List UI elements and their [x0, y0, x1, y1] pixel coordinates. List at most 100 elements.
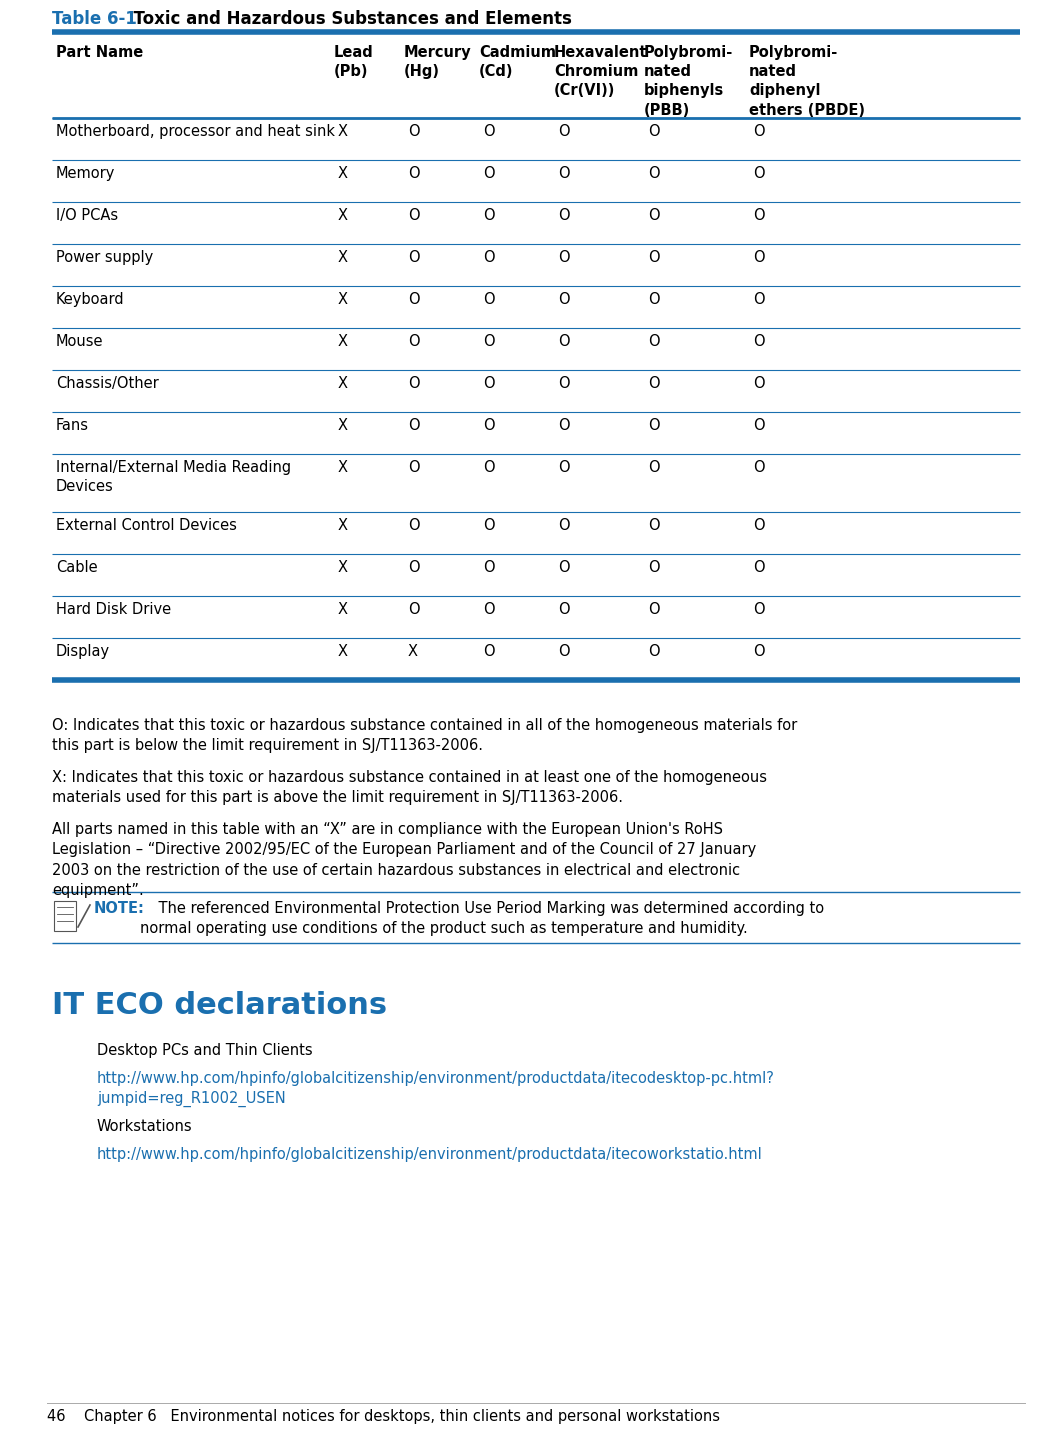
Text: O: O: [648, 166, 659, 182]
Text: X: X: [338, 293, 347, 307]
Text: O: O: [753, 293, 764, 307]
Text: External Control Devices: External Control Devices: [56, 517, 237, 533]
Text: X: X: [338, 602, 347, 617]
Text: Mouse: Mouse: [56, 334, 103, 349]
Text: X: X: [338, 644, 347, 659]
Text: O: O: [753, 602, 764, 617]
Text: O: O: [753, 334, 764, 349]
Text: O: O: [408, 166, 420, 182]
Text: O: O: [753, 517, 764, 533]
Text: O: O: [558, 249, 570, 265]
Text: NOTE:: NOTE:: [94, 901, 145, 916]
Text: Display: Display: [56, 644, 111, 659]
Text: Workstations: Workstations: [97, 1120, 193, 1134]
Text: X: X: [338, 561, 347, 575]
Text: O: O: [483, 517, 495, 533]
Text: http://www.hp.com/hpinfo/globalcitizenship/environment/productdata/itecodesktop-: http://www.hp.com/hpinfo/globalcitizensh…: [97, 1071, 775, 1107]
Text: O: O: [753, 418, 764, 432]
Text: Mercury
(Hg): Mercury (Hg): [404, 45, 472, 79]
Text: O: O: [483, 644, 495, 659]
Text: Lead
(Pb): Lead (Pb): [334, 45, 374, 79]
Text: X: X: [408, 644, 418, 659]
Text: O: O: [408, 249, 420, 265]
Text: X: X: [338, 517, 347, 533]
Text: O: O: [483, 418, 495, 432]
Text: 46    Chapter 6   Environmental notices for desktops, thin clients and personal : 46 Chapter 6 Environmental notices for d…: [47, 1409, 720, 1424]
Text: O: O: [483, 293, 495, 307]
Text: O: O: [408, 376, 420, 391]
Text: Cadmium
(Cd): Cadmium (Cd): [479, 45, 556, 79]
Text: X: X: [338, 460, 347, 476]
Text: O: O: [558, 208, 570, 223]
Text: The referenced Environmental Protection Use Period Marking was determined accord: The referenced Environmental Protection …: [140, 901, 824, 937]
Text: O: O: [408, 602, 420, 617]
Text: Internal/External Media Reading
Devices: Internal/External Media Reading Devices: [56, 460, 291, 494]
Text: O: O: [408, 293, 420, 307]
Text: X: X: [338, 166, 347, 182]
Text: X: X: [338, 208, 347, 223]
Text: O: O: [558, 517, 570, 533]
Text: O: O: [753, 249, 764, 265]
FancyBboxPatch shape: [54, 901, 76, 931]
Text: I/O PCAs: I/O PCAs: [56, 208, 118, 223]
Text: O: O: [558, 334, 570, 349]
Text: All parts named in this table with an “X” are in compliance with the European Un: All parts named in this table with an “X…: [52, 821, 756, 898]
Text: O: O: [558, 166, 570, 182]
Text: O: O: [558, 418, 570, 432]
Text: O: O: [483, 460, 495, 476]
Text: O: O: [753, 644, 764, 659]
Text: X: Indicates that this toxic or hazardous substance contained in at least one of: X: Indicates that this toxic or hazardou…: [52, 769, 767, 806]
Text: O: O: [483, 208, 495, 223]
Text: http://www.hp.com/hpinfo/globalcitizenship/environment/productdata/itecoworkstat: http://www.hp.com/hpinfo/globalcitizensh…: [97, 1147, 762, 1161]
Text: X: X: [338, 418, 347, 432]
Text: Hard Disk Drive: Hard Disk Drive: [56, 602, 172, 617]
Text: O: O: [408, 208, 420, 223]
Text: Keyboard: Keyboard: [56, 293, 124, 307]
Text: O: O: [558, 376, 570, 391]
Text: O: O: [408, 124, 420, 138]
Text: Motherboard, processor and heat sink: Motherboard, processor and heat sink: [56, 124, 335, 138]
Text: O: O: [648, 460, 659, 476]
Text: O: O: [483, 561, 495, 575]
Text: Hexavalent
Chromium
(Cr(VI)): Hexavalent Chromium (Cr(VI)): [554, 45, 648, 98]
Text: O: O: [483, 124, 495, 138]
Text: O: O: [483, 166, 495, 182]
Text: O: O: [483, 334, 495, 349]
Text: X: X: [338, 334, 347, 349]
Text: O: O: [648, 208, 659, 223]
Text: Power supply: Power supply: [56, 249, 154, 265]
Text: X: X: [338, 124, 347, 138]
Text: O: Indicates that this toxic or hazardous substance contained in all of the homo: O: Indicates that this toxic or hazardou…: [52, 718, 797, 754]
Text: O: O: [648, 293, 659, 307]
Text: O: O: [483, 249, 495, 265]
Text: Cable: Cable: [56, 561, 98, 575]
Text: O: O: [753, 376, 764, 391]
Text: O: O: [558, 460, 570, 476]
Text: O: O: [753, 460, 764, 476]
Text: O: O: [648, 517, 659, 533]
Text: O: O: [408, 418, 420, 432]
Text: O: O: [753, 166, 764, 182]
Text: O: O: [558, 293, 570, 307]
Text: Fans: Fans: [56, 418, 90, 432]
Text: O: O: [408, 334, 420, 349]
Text: O: O: [648, 334, 659, 349]
Text: O: O: [753, 124, 764, 138]
Text: O: O: [558, 644, 570, 659]
Text: Table 6-1: Table 6-1: [52, 10, 137, 27]
Text: O: O: [408, 460, 420, 476]
Text: O: O: [648, 376, 659, 391]
Text: O: O: [648, 124, 659, 138]
Text: O: O: [408, 517, 420, 533]
Text: O: O: [753, 208, 764, 223]
Text: O: O: [753, 561, 764, 575]
Text: O: O: [483, 376, 495, 391]
Text: O: O: [648, 418, 659, 432]
Text: O: O: [648, 602, 659, 617]
Text: O: O: [408, 561, 420, 575]
Text: O: O: [648, 644, 659, 659]
Text: O: O: [558, 124, 570, 138]
Text: X: X: [338, 249, 347, 265]
Text: Chassis/Other: Chassis/Other: [56, 376, 159, 391]
Text: O: O: [648, 561, 659, 575]
